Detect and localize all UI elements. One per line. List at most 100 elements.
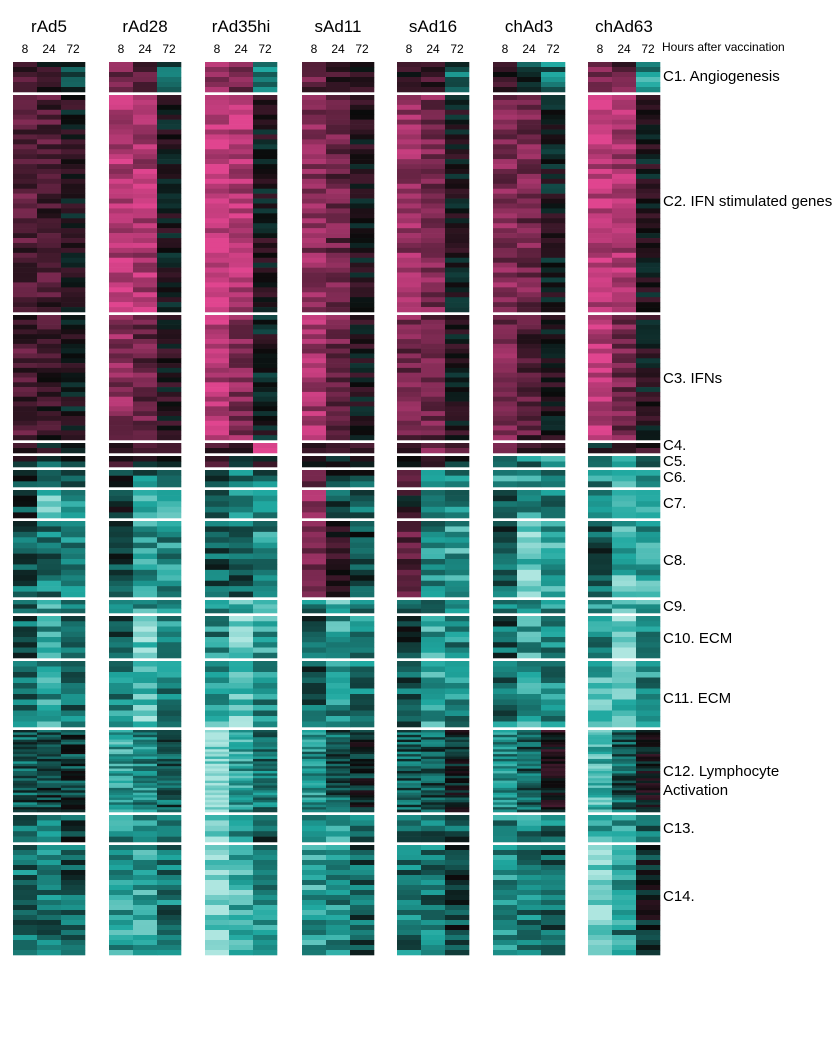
heatmap-cell	[133, 353, 158, 359]
heatmap-cell	[157, 104, 182, 111]
heatmap-cell	[37, 272, 62, 278]
heatmap-cell	[445, 880, 470, 886]
heatmap-cell	[37, 521, 62, 527]
heatmap-cell	[229, 688, 254, 695]
heatmap-cell	[13, 559, 38, 565]
heatmap-cell	[588, 732, 613, 736]
heatmap-cell	[109, 666, 134, 673]
heatmap-cell	[13, 739, 38, 743]
heatmap-cell	[493, 363, 518, 369]
heatmap-cell	[302, 475, 327, 482]
heatmap-cell	[588, 193, 613, 199]
heatmap-cell	[541, 67, 566, 73]
heatmap-cell	[541, 531, 566, 538]
heatmap-cell	[588, 787, 613, 791]
heatmap-cell	[109, 319, 134, 325]
heatmap-cell	[13, 548, 38, 554]
heatmap-cell	[326, 580, 351, 587]
heatmap-cell	[157, 233, 182, 239]
heatmap-cell	[421, 481, 446, 488]
heatmap-cell	[397, 758, 422, 762]
heatmap-cell	[421, 642, 446, 648]
heatmap-cell	[397, 287, 422, 293]
heatmap-cell	[421, 915, 446, 921]
heatmap-cell	[326, 820, 351, 827]
heatmap-cell	[517, 885, 542, 891]
heatmap-cell	[253, 526, 278, 533]
heatmap-cell	[133, 292, 158, 298]
heatmap-cell	[205, 575, 230, 582]
heatmap-cell	[493, 766, 518, 769]
heatmap-cell	[588, 104, 613, 111]
heatmap-cell	[133, 940, 158, 946]
heatmap-cell	[61, 443, 86, 449]
heatmap-cell	[37, 815, 62, 821]
heatmap-cell	[326, 531, 351, 538]
heatmap-cell	[445, 661, 470, 667]
heatmap-cell	[109, 267, 134, 273]
heatmap-cell	[109, 915, 134, 921]
heatmap-cell	[157, 749, 182, 753]
heatmap-cell	[302, 730, 327, 733]
heatmap-cell	[326, 672, 351, 678]
heatmap-cell	[326, 754, 351, 757]
heatmap-cell	[229, 763, 254, 767]
heatmap-cell	[326, 564, 351, 571]
heatmap-cell	[517, 895, 542, 901]
heatmap-cell	[612, 425, 637, 431]
heatmap-cell	[205, 324, 230, 330]
timepoint-label: 24	[617, 42, 631, 56]
heatmap-cell	[229, 391, 254, 398]
heatmap-cell	[588, 910, 613, 916]
heatmap-cell	[517, 406, 542, 412]
heatmap-cell	[445, 109, 470, 116]
heatmap-cell	[302, 223, 327, 229]
heatmap-cell	[350, 208, 375, 214]
heatmap-cell	[397, 193, 422, 199]
heatmap-cell	[517, 920, 542, 926]
heatmap-cell	[326, 666, 351, 673]
heatmap-cell	[350, 334, 375, 340]
heatmap-cell	[636, 139, 661, 145]
heatmap-cell	[326, 104, 351, 111]
heatmap-cell	[636, 456, 661, 462]
heatmap-cell	[133, 694, 158, 700]
heatmap-cell	[397, 456, 422, 462]
heatmap-cell	[350, 95, 375, 101]
heatmap-cell	[205, 495, 230, 502]
heatmap-cell	[445, 537, 470, 544]
heatmap-cell	[326, 790, 351, 794]
heatmap-cell	[588, 895, 613, 901]
heatmap-cell	[61, 915, 86, 921]
heatmap-cell	[350, 792, 375, 796]
heatmap-cell	[253, 490, 278, 496]
heatmap-cell	[13, 768, 38, 772]
heatmap-cell	[302, 787, 327, 791]
heatmap-cell	[493, 168, 518, 175]
heatmap-cell	[109, 415, 134, 422]
heatmap-cell	[517, 647, 542, 654]
heatmap-cell	[445, 134, 470, 140]
heatmap-cell	[350, 363, 375, 369]
heatmap-cell	[493, 406, 518, 412]
heatmap-cell	[253, 672, 278, 678]
heatmap-cell	[445, 461, 470, 468]
heatmap-cell	[205, 626, 230, 633]
heatmap-cell	[397, 945, 422, 951]
heatmap-cell	[588, 771, 613, 774]
heatmap-cell	[133, 548, 158, 554]
heatmap-cell	[133, 652, 158, 659]
heatmap-cell	[588, 238, 613, 244]
heatmap-cell	[229, 149, 254, 155]
cluster-5-rAd28-block	[109, 456, 182, 468]
heatmap-cell	[157, 815, 182, 821]
heatmap-cell	[229, 802, 254, 806]
heatmap-cell	[13, 905, 38, 911]
heatmap-cell	[397, 277, 422, 283]
heatmap-cell	[253, 920, 278, 926]
heatmap-cell	[612, 688, 637, 695]
heatmap-cell	[421, 860, 446, 866]
heatmap-cell	[517, 228, 542, 234]
heatmap-cell	[253, 785, 278, 789]
heatmap-cell	[157, 526, 182, 533]
